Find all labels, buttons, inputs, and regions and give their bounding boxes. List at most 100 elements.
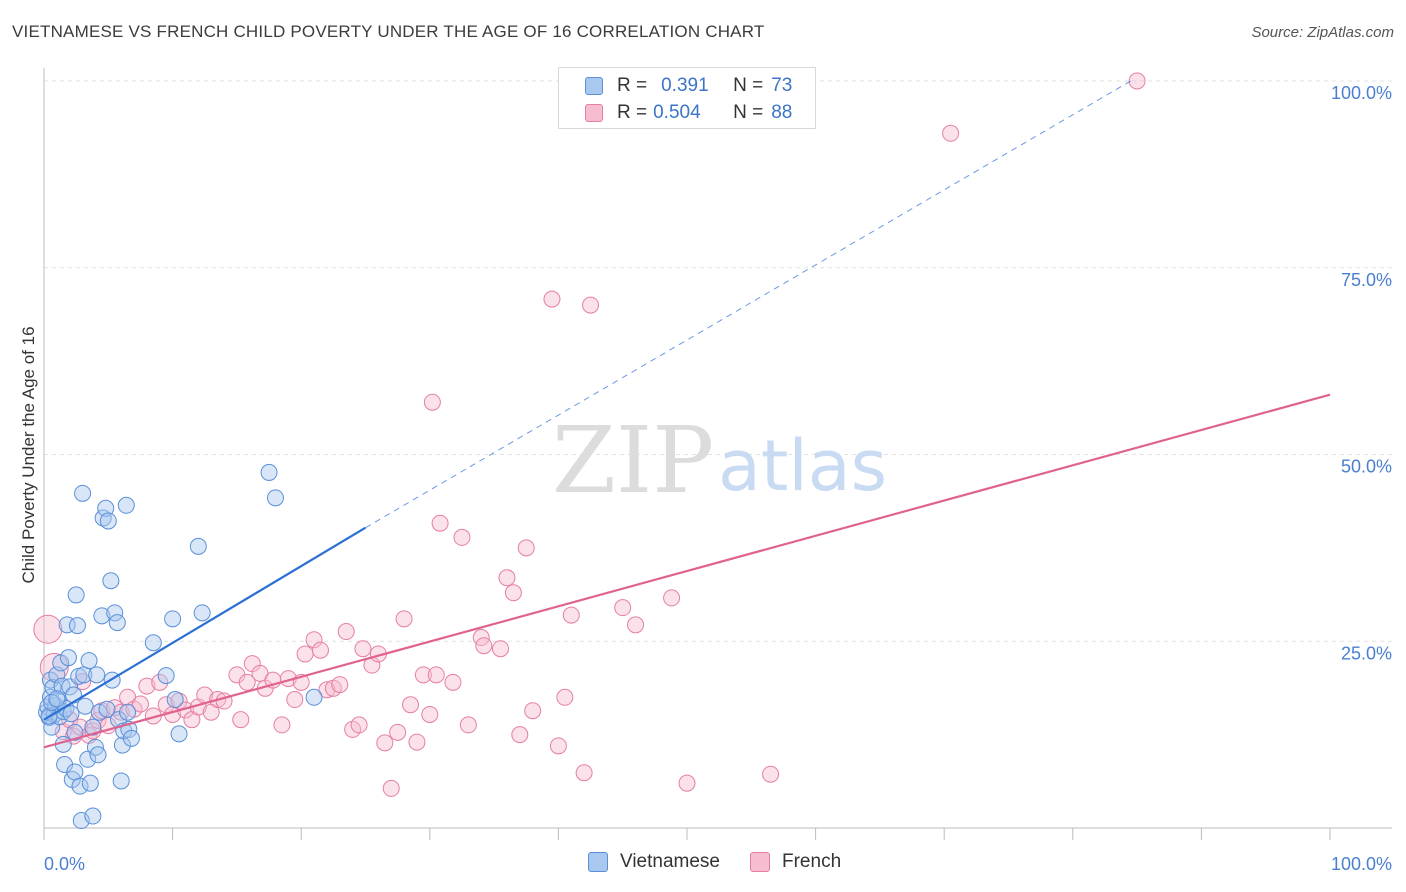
legend-swatch-vietnamese bbox=[585, 77, 603, 95]
vietnamese-point bbox=[97, 499, 115, 517]
bottom-legend-vietnamese: Vietnamese bbox=[588, 851, 720, 873]
watermark-zip: ZIP bbox=[552, 407, 714, 514]
french-point bbox=[492, 640, 510, 658]
french-point bbox=[475, 637, 493, 655]
french-point bbox=[459, 716, 477, 734]
french-point bbox=[549, 737, 567, 755]
french-point bbox=[286, 691, 304, 709]
french-point bbox=[517, 539, 535, 557]
vietnamese-point bbox=[189, 537, 207, 555]
vietnamese-point bbox=[170, 725, 188, 743]
french-point bbox=[762, 765, 780, 783]
french-point bbox=[33, 614, 63, 644]
vietnamese-point bbox=[67, 586, 85, 604]
vietnamese-point bbox=[193, 604, 211, 622]
vietnamese-point bbox=[166, 691, 184, 709]
vietnamese-point bbox=[106, 604, 124, 622]
vietnamese-point bbox=[305, 688, 323, 706]
french-point bbox=[273, 716, 291, 734]
french-point bbox=[395, 610, 413, 628]
legend-swatch-french bbox=[585, 104, 603, 122]
vietnamese-trend-line bbox=[43, 526, 367, 721]
french-point bbox=[562, 606, 580, 624]
french-point bbox=[389, 723, 407, 741]
vietnamese-point bbox=[266, 489, 284, 507]
french-point bbox=[238, 673, 256, 691]
y-tick-label: 25.0% bbox=[1341, 643, 1392, 663]
vietnamese-point bbox=[113, 736, 131, 754]
y-tick-label: 100.0% bbox=[1331, 83, 1392, 103]
french-point bbox=[382, 779, 400, 797]
bottom-legend-swatch-vietnamese bbox=[588, 852, 608, 872]
vietnamese-point bbox=[44, 679, 62, 697]
x-ticks bbox=[43, 828, 1331, 840]
bottom-legend-label-french: French bbox=[782, 851, 842, 872]
french-point bbox=[614, 599, 632, 617]
french-point bbox=[331, 676, 349, 694]
french-trend-line bbox=[43, 393, 1331, 749]
vietnamese-point bbox=[117, 496, 135, 514]
french-point bbox=[498, 569, 516, 587]
vietnamese-point bbox=[62, 705, 80, 723]
french-point bbox=[427, 666, 445, 684]
y-tick-labels: 25.0% 50.0% 75.0% 100.0% bbox=[1331, 83, 1392, 663]
chart-title: VIETNAMESE VS FRENCH CHILD POVERTY UNDER… bbox=[12, 22, 765, 41]
vietnamese-point bbox=[98, 700, 116, 718]
vietnamese-point bbox=[79, 750, 97, 768]
legend-n-label: N = bbox=[733, 102, 764, 123]
vietnamese-trend-extension bbox=[365, 80, 1131, 529]
french-point bbox=[423, 393, 441, 411]
french-point bbox=[296, 645, 314, 663]
french-point bbox=[524, 702, 542, 720]
bottom-legend-label-vietnamese: Vietnamese bbox=[620, 851, 720, 872]
legend-n-value: 88 bbox=[771, 102, 793, 123]
vietnamese-point bbox=[74, 484, 92, 502]
french-point bbox=[354, 640, 372, 658]
y-tick-label: 50.0% bbox=[1341, 457, 1392, 477]
french-point bbox=[318, 681, 336, 699]
french-point bbox=[453, 528, 471, 546]
vietnamese-point bbox=[94, 509, 112, 527]
french-point bbox=[431, 514, 449, 532]
vietnamese-point bbox=[102, 572, 120, 590]
y-axis-label: Child Poverty Under the Age of 16 bbox=[19, 326, 38, 583]
vietnamese-point bbox=[112, 772, 130, 790]
bottom-legend: Vietnamese French bbox=[588, 851, 871, 873]
vietnamese-point bbox=[119, 703, 137, 721]
trend-lines bbox=[43, 80, 1331, 749]
vietnamese-point bbox=[122, 729, 140, 747]
french-point bbox=[575, 764, 593, 782]
vietnamese-point bbox=[76, 697, 94, 715]
french-point bbox=[376, 734, 394, 752]
x-tick-label-min: 0.0% bbox=[44, 854, 85, 874]
x-tick-label-max: 100.0% bbox=[1331, 854, 1392, 874]
vietnamese-point bbox=[93, 607, 111, 625]
french-point bbox=[311, 641, 329, 659]
french-point bbox=[131, 695, 149, 713]
legend-r-label: R = bbox=[617, 75, 648, 96]
french-point bbox=[582, 296, 600, 314]
vietnamese-point bbox=[66, 763, 84, 781]
french-point bbox=[138, 677, 156, 695]
french-point bbox=[504, 584, 522, 602]
vietnamese-point bbox=[59, 649, 77, 667]
watermark: ZIP atlas bbox=[552, 407, 887, 514]
vietnamese-point bbox=[144, 634, 162, 652]
vietnamese-point bbox=[66, 723, 84, 741]
bottom-legend-french: French bbox=[750, 851, 841, 873]
legend-n-label: N = bbox=[733, 75, 764, 96]
vietnamese-points bbox=[38, 463, 323, 830]
french-point bbox=[402, 696, 420, 714]
french-point bbox=[543, 290, 561, 308]
french-point bbox=[556, 688, 574, 706]
vietnamese-point bbox=[89, 746, 107, 764]
watermark-atlas: atlas bbox=[718, 425, 887, 507]
french-point bbox=[942, 124, 960, 142]
vietnamese-point bbox=[81, 774, 99, 792]
legend-row-vietnamese: R = 0.391 N = 73 bbox=[585, 73, 792, 99]
vietnamese-point bbox=[48, 690, 66, 708]
vietnamese-point bbox=[71, 777, 89, 795]
legend-r-value: 0.504 bbox=[653, 102, 701, 123]
legend-r-value: 0.391 bbox=[661, 75, 709, 96]
